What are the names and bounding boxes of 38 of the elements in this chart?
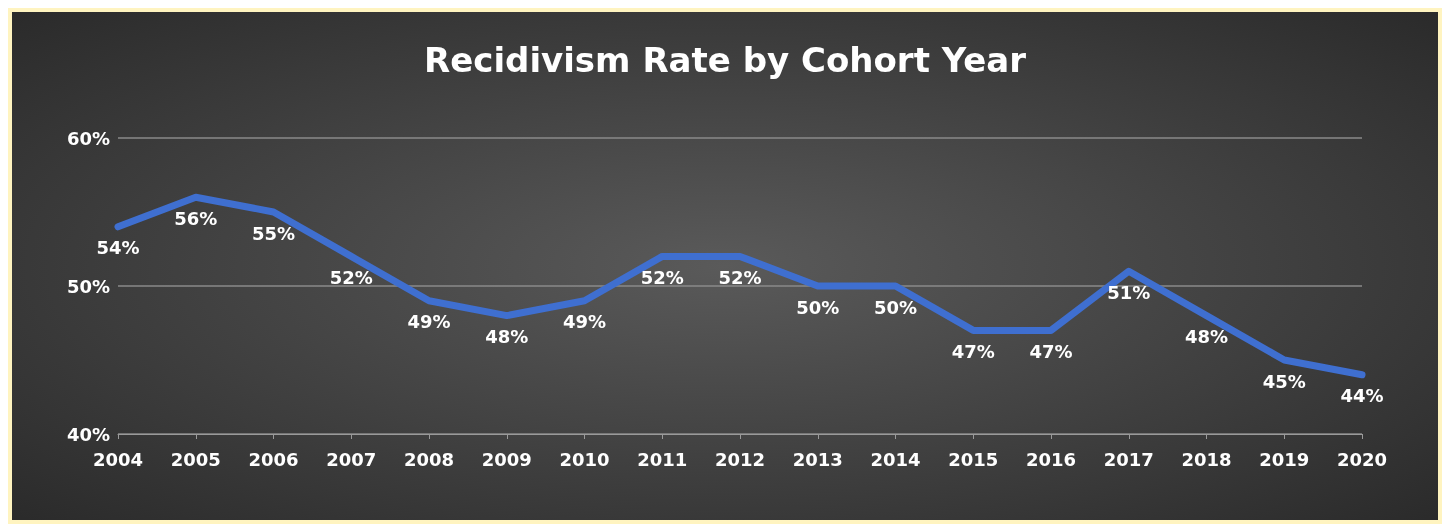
x-tick-label: 2008 (403, 448, 455, 470)
data-label: 54% (96, 237, 140, 259)
data-label: 47% (951, 340, 995, 362)
x-tick-label: 2014 (870, 448, 921, 470)
chart-title: Recidivism Rate by Cohort Year (424, 40, 1027, 80)
x-tick-label: 2013 (792, 448, 843, 470)
data-label: 52% (329, 266, 373, 288)
x-tick-label: 2011 (637, 448, 688, 470)
data-label: 51% (1107, 281, 1151, 303)
data-label: 50% (796, 296, 840, 318)
x-tick-label: 2012 (714, 448, 766, 470)
x-tick-label: 2007 (326, 448, 377, 470)
data-label: 52% (640, 266, 684, 288)
data-label: 56% (174, 207, 218, 229)
data-label: 44% (1340, 385, 1384, 407)
x-tick-label: 2020 (1336, 448, 1388, 470)
data-label: 52% (718, 266, 762, 288)
x-tick-label: 2009 (481, 448, 532, 470)
y-tick-label: 40% (66, 423, 110, 445)
y-tick-label: 60% (66, 127, 110, 149)
data-label: 49% (407, 311, 451, 333)
data-label: 47% (1029, 340, 1073, 362)
data-label: 48% (485, 326, 529, 348)
data-label: 48% (1184, 326, 1229, 348)
data-label: 50% (873, 296, 918, 318)
data-label: 45% (1262, 370, 1306, 392)
x-tick-label: 2015 (948, 448, 999, 470)
x-tick-label: 2010 (559, 448, 610, 470)
x-tick-label: 2018 (1181, 448, 1232, 470)
data-label: 55% (251, 222, 296, 244)
x-tick-label: 2004 (92, 448, 144, 470)
y-tick-label: 50% (66, 275, 110, 297)
data-label: 49% (562, 311, 607, 333)
x-tick-label: 2019 (1259, 448, 1310, 470)
x-tick-label: 2017 (1103, 448, 1154, 470)
x-tick-label: 2006 (248, 448, 299, 470)
x-tick-label: 2005 (170, 448, 221, 470)
x-tick-label: 2016 (1025, 448, 1077, 470)
